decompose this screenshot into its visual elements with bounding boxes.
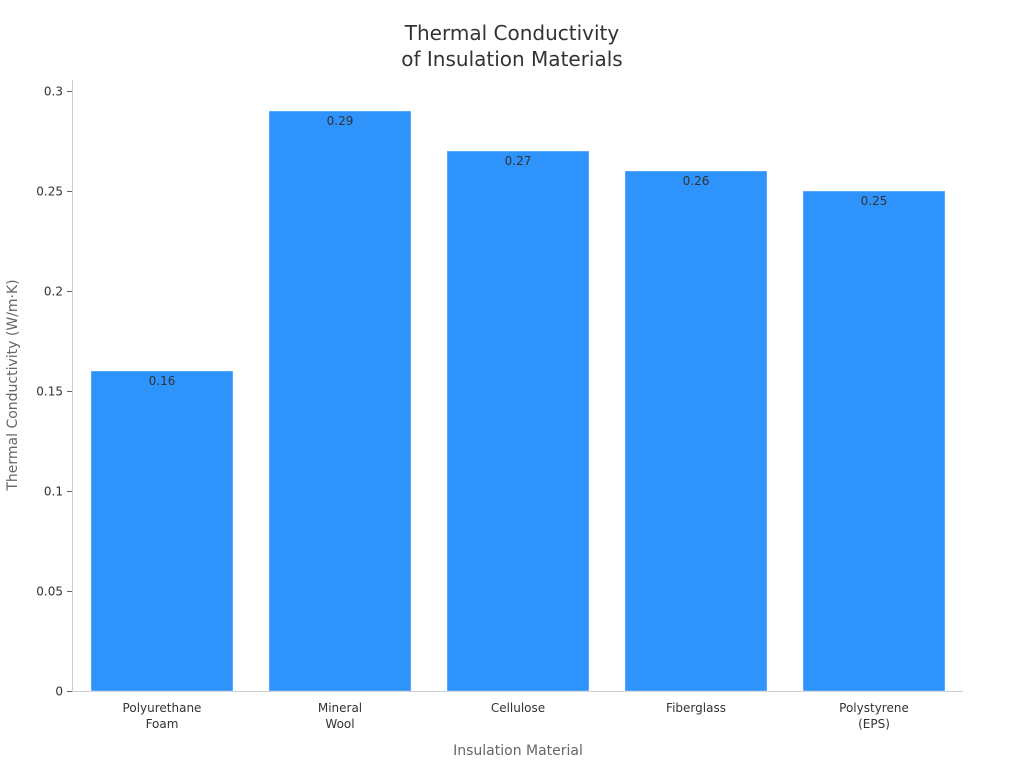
data-label: 0.25 (861, 194, 888, 208)
x-tick-label: Polyurethane (123, 701, 202, 715)
x-tick-label: Polystyrene (839, 701, 909, 715)
bar (624, 170, 768, 692)
y-axis-label: Thermal Conductivity (W/m·K) (5, 279, 21, 491)
x-tick-label: Mineral (318, 701, 362, 715)
data-label: 0.16 (149, 374, 176, 388)
y-tick-label: 0.2 (44, 285, 63, 299)
x-tick-label: Fiberglass (666, 701, 726, 715)
x-tick-label: Wool (325, 717, 354, 731)
x-tick-label: (EPS) (858, 717, 890, 731)
bar (446, 150, 590, 692)
bar (90, 370, 234, 692)
x-axis-label: Insulation Material (453, 743, 583, 759)
y-tick-label: 0.15 (36, 385, 63, 399)
data-label: 0.26 (683, 174, 710, 188)
chart-title-line-1: Thermal Conductivity (404, 21, 620, 45)
x-tick-label: Cellulose (491, 701, 545, 715)
y-tick-label: 0 (55, 685, 63, 699)
y-tick-label: 0.25 (36, 185, 63, 199)
y-tick-label: 0.05 (36, 585, 63, 599)
y-tick-label: 0.1 (44, 485, 63, 499)
data-label: 0.27 (505, 154, 532, 168)
bar (268, 110, 412, 692)
data-label: 0.29 (327, 114, 354, 128)
x-tick-label: Foam (146, 717, 179, 731)
bar (802, 190, 946, 692)
chart-title-line-2: of Insulation Materials (401, 47, 622, 71)
y-tick-label: 0.3 (44, 85, 63, 99)
